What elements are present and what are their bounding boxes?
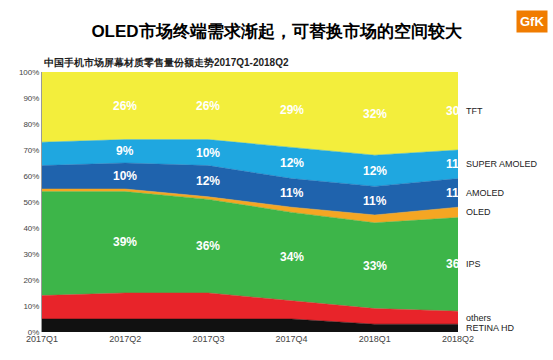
svg-text:10%: 10%: [23, 302, 39, 311]
svg-text:90%: 90%: [23, 94, 39, 103]
svg-text:30%: 30%: [446, 104, 470, 118]
svg-text:60%: 60%: [23, 172, 39, 181]
svg-text:2017Q4: 2017Q4: [276, 334, 308, 344]
svg-text:11%: 11%: [446, 157, 470, 171]
svg-text:29%: 29%: [280, 103, 304, 117]
svg-text:20%: 20%: [23, 276, 39, 285]
svg-text:TFT: TFT: [466, 106, 483, 116]
svg-text:11%: 11%: [446, 186, 470, 200]
svg-text:10%: 10%: [113, 169, 137, 183]
svg-text:RETINA HD: RETINA HD: [466, 323, 515, 333]
svg-text:33%: 33%: [363, 259, 387, 273]
svg-text:32%: 32%: [363, 107, 387, 121]
svg-text:26%: 26%: [196, 99, 220, 113]
svg-text:GfK: GfK: [520, 14, 544, 29]
svg-text:others: others: [466, 313, 492, 323]
svg-text:80%: 80%: [23, 120, 39, 129]
svg-text:34%: 34%: [280, 250, 304, 264]
svg-text:9%: 9%: [116, 144, 134, 158]
svg-text:12%: 12%: [196, 174, 220, 188]
svg-text:11%: 11%: [363, 194, 387, 208]
svg-text:2018Q1: 2018Q1: [359, 334, 391, 344]
svg-text:39%: 39%: [113, 235, 137, 249]
svg-text:10%: 10%: [196, 146, 220, 160]
svg-text:OLED市场终端需求渐起，可替换市场的空间较大: OLED市场终端需求渐起，可替换市场的空间较大: [91, 22, 462, 41]
svg-text:36%: 36%: [446, 257, 470, 271]
svg-text:2018Q2: 2018Q2: [442, 334, 474, 344]
svg-text:OLED: OLED: [466, 207, 491, 217]
svg-text:36%: 36%: [196, 239, 220, 253]
svg-text:中国手机市场屏幕材质零售量份额走势2017Q1-2018Q2: 中国手机市场屏幕材质零售量份额走势2017Q1-2018Q2: [44, 57, 289, 68]
svg-text:12%: 12%: [280, 156, 304, 170]
svg-text:2017Q3: 2017Q3: [192, 334, 224, 344]
svg-text:0%: 0%: [28, 328, 40, 337]
svg-text:70%: 70%: [23, 146, 39, 155]
svg-text:AMOLED: AMOLED: [466, 188, 505, 198]
svg-text:2017Q2: 2017Q2: [109, 334, 141, 344]
svg-text:30%: 30%: [23, 250, 39, 259]
svg-text:26%: 26%: [113, 99, 137, 113]
svg-text:11%: 11%: [280, 186, 304, 200]
svg-text:12%: 12%: [363, 164, 387, 178]
svg-text:2017Q1: 2017Q1: [26, 334, 58, 344]
svg-text:IPS: IPS: [466, 259, 481, 269]
svg-text:40%: 40%: [23, 224, 39, 233]
svg-text:SUPER AMOLED: SUPER AMOLED: [466, 159, 538, 169]
svg-text:50%: 50%: [23, 198, 39, 207]
svg-text:100%: 100%: [19, 68, 39, 77]
